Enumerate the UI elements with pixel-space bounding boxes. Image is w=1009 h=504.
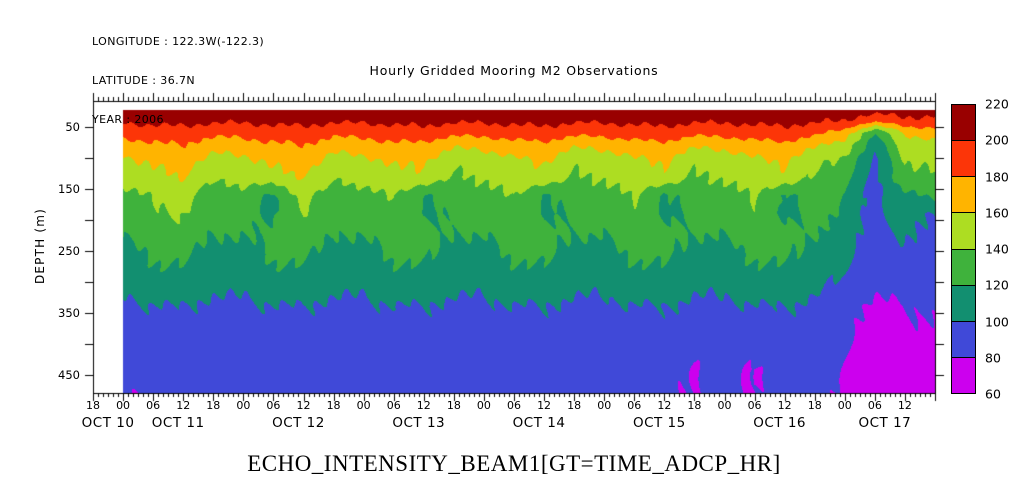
x-tick-label: 00 bbox=[837, 399, 852, 412]
plot-metadata-header: LONGITUDE : 122.3W(-122.3) LATITUDE : 36… bbox=[92, 9, 264, 152]
x-tick-label: 12 bbox=[416, 399, 431, 412]
colorbar-tick-label: 100 bbox=[985, 314, 1009, 329]
longitude-label: LONGITUDE : 122.3W(-122.3) bbox=[92, 35, 265, 48]
x-tick-label: 18 bbox=[807, 399, 822, 412]
x-tick-label: 06 bbox=[386, 399, 401, 412]
colorbar-tick-label: 180 bbox=[985, 169, 1009, 184]
colorbar-cell bbox=[952, 321, 975, 358]
x-tick-label: 12 bbox=[537, 399, 552, 412]
x-tick-label: 18 bbox=[206, 399, 221, 412]
colorbar-cell bbox=[952, 177, 975, 214]
colorbar-tick-label: 120 bbox=[985, 277, 1009, 293]
colorbar-cell bbox=[952, 141, 975, 178]
colorbar-tick-label: 80 bbox=[985, 350, 1001, 366]
x-tick-label: 00 bbox=[236, 399, 251, 412]
colorbar-cell bbox=[952, 285, 975, 322]
colorbar-tick-label: 60 bbox=[985, 386, 1001, 402]
colorbar-tick-label: 140 bbox=[985, 241, 1009, 257]
colorbar bbox=[951, 104, 976, 394]
y-tick-label: 350 bbox=[58, 306, 80, 321]
x-tick-label: 12 bbox=[777, 399, 792, 412]
colorbar-cell bbox=[952, 357, 975, 393]
latitude-label: LATITUDE : 36.7N bbox=[92, 74, 196, 87]
x-tick-label: 06 bbox=[507, 399, 521, 412]
year-label: YEAR : 2006 bbox=[92, 113, 164, 126]
x-tick-label: 06 bbox=[146, 399, 161, 412]
x-date-label: OCT 16 bbox=[753, 415, 807, 431]
y-tick-label: 250 bbox=[58, 244, 80, 259]
colorbar-tick-label: 220 bbox=[985, 96, 1009, 112]
x-date-label: OCT 13 bbox=[392, 415, 446, 431]
x-tick-label: 06 bbox=[867, 399, 882, 412]
x-tick-label: 06 bbox=[266, 399, 281, 412]
x-tick-label: 18 bbox=[326, 399, 341, 412]
x-tick-label: 12 bbox=[657, 399, 672, 412]
x-tick-label: 06 bbox=[747, 399, 762, 412]
x-date-label: OCT 14 bbox=[512, 415, 566, 431]
variable-name-caption: ECHO_INTENSITY_BEAM1[GT=TIME_ADCP_HR] bbox=[247, 451, 781, 476]
colorbar-cell bbox=[952, 213, 975, 250]
colorbar-cell bbox=[952, 249, 975, 286]
x-tick-label: 12 bbox=[897, 399, 912, 412]
x-tick-label: 00 bbox=[356, 399, 371, 412]
x-date-label: OCT 10 bbox=[81, 415, 135, 431]
y-tick-label: 50 bbox=[65, 120, 80, 135]
x-tick-label: 12 bbox=[176, 399, 191, 412]
x-tick-label: 18 bbox=[446, 399, 461, 412]
x-date-label: OCT 17 bbox=[858, 415, 912, 431]
y-tick-label: 450 bbox=[58, 368, 80, 383]
y-tick-label: 150 bbox=[58, 182, 80, 197]
x-tick-label: 18 bbox=[567, 399, 582, 412]
x-tick-label: 00 bbox=[717, 399, 732, 412]
x-tick-label: 00 bbox=[597, 399, 612, 412]
x-tick-label: 18 bbox=[86, 399, 100, 412]
x-tick-label: 00 bbox=[116, 399, 131, 412]
colorbar-tick-label: 200 bbox=[985, 132, 1009, 148]
x-tick-label: 12 bbox=[296, 399, 311, 412]
y-axis-title: DEPTH (m) bbox=[33, 207, 47, 285]
x-date-label: OCT 11 bbox=[151, 415, 205, 431]
colorbar-tick-label: 160 bbox=[985, 205, 1009, 221]
x-date-label: OCT 15 bbox=[632, 415, 686, 431]
x-tick-label: 18 bbox=[687, 399, 702, 412]
plot-title: Hourly Gridded Mooring M2 Observations bbox=[369, 63, 659, 78]
x-date-label: OCT 12 bbox=[272, 415, 325, 431]
colorbar-cell bbox=[952, 105, 975, 142]
x-tick-label: 00 bbox=[476, 399, 491, 412]
x-tick-label: 06 bbox=[627, 399, 642, 412]
